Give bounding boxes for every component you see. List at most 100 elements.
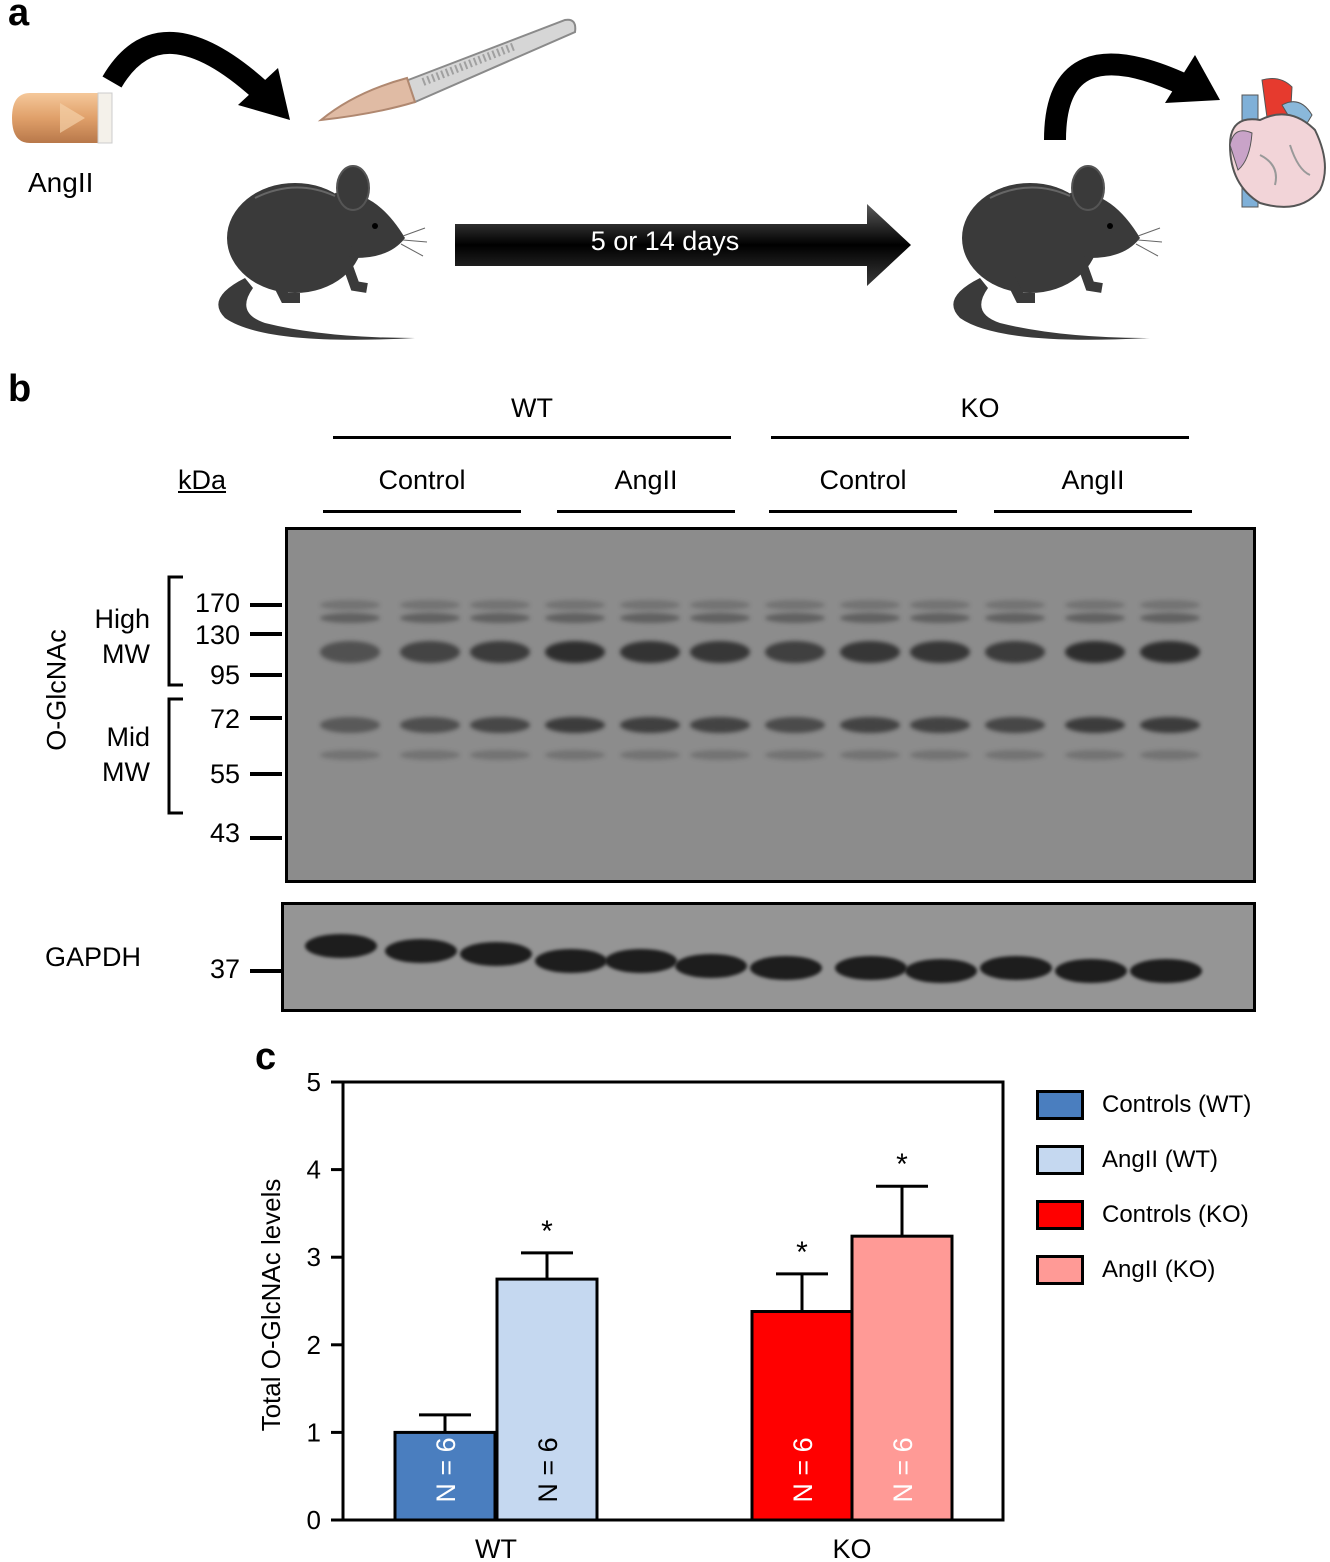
mw-marker-tick	[250, 836, 282, 840]
blot-band	[690, 600, 750, 610]
blot-band	[1065, 600, 1125, 610]
mw-marker-tick	[250, 603, 282, 607]
scalpel-icon	[317, 18, 577, 122]
blot-band	[1140, 600, 1200, 610]
blot-band	[620, 750, 680, 760]
blot-band	[400, 750, 460, 760]
gapdh-band	[605, 949, 677, 973]
significance-star: *	[896, 1148, 908, 1181]
treatment-label: Control	[819, 465, 907, 495]
blot-band	[470, 641, 530, 663]
blot-ylabel: O-GlcNAc	[41, 629, 72, 751]
n-label: N = 6	[788, 1437, 818, 1502]
blot-band	[545, 600, 605, 610]
kda-label: kDa	[178, 465, 227, 495]
gapdh-band	[980, 956, 1052, 980]
legend-label: Controls (WT)	[1102, 1091, 1252, 1118]
blot-band	[470, 717, 530, 733]
mid-mw-label-line2: MW	[102, 757, 150, 787]
genotype-label-ko: KO	[960, 393, 1000, 423]
blot-band	[1065, 750, 1125, 760]
panel-a-label: a	[8, 0, 30, 34]
timeline-arrow-icon	[455, 204, 911, 286]
gapdh-marker-label: 37	[209, 954, 240, 984]
blot-band	[400, 717, 460, 733]
gapdh-band	[460, 942, 532, 966]
pellet-icon	[12, 92, 113, 144]
blot-band	[690, 641, 750, 663]
mw-marker-label: 95	[209, 660, 240, 690]
legend-label: Controls (KO)	[1102, 1201, 1249, 1228]
legend-item: AngII (KO)	[1036, 1255, 1215, 1285]
n-label: N = 6	[431, 1437, 461, 1502]
blot-band	[320, 750, 380, 760]
blot-band	[985, 750, 1045, 760]
y-tick-label: 2	[307, 1330, 321, 1360]
blot-band	[1065, 613, 1125, 623]
y-tick-label: 4	[307, 1155, 321, 1185]
blot-band	[1140, 641, 1200, 663]
mw-marker-label: 130	[194, 620, 240, 650]
panel-c-label: c	[255, 1036, 277, 1078]
high-mw-label-line2: MW	[102, 639, 150, 669]
legend-item: Controls (KO)	[1036, 1200, 1249, 1230]
high-mw-label-line1: High	[94, 604, 150, 634]
blot-band	[470, 613, 530, 623]
gapdh-band	[305, 934, 377, 958]
gapdh-band	[385, 939, 457, 963]
mw-marker-tick	[250, 632, 282, 636]
timeline-arrow-label: 5 or 14 days	[590, 226, 740, 256]
blot-band	[690, 613, 750, 623]
blot-band	[545, 717, 605, 733]
blot-band	[320, 641, 380, 663]
blot-band	[765, 641, 825, 663]
blot-band	[470, 750, 530, 760]
blot-band	[840, 600, 900, 610]
mw-marker-label: 55	[209, 759, 240, 789]
gapdh-band	[905, 959, 977, 983]
panel-b-label: b	[8, 368, 32, 410]
blot-band	[840, 641, 900, 663]
blot-band	[620, 717, 680, 733]
gapdh-band	[750, 956, 822, 980]
significance-star: *	[541, 1215, 553, 1248]
n-label: N = 6	[888, 1437, 918, 1502]
blot-band	[1140, 717, 1200, 733]
blot-band	[1065, 641, 1125, 663]
gapdh-band	[835, 956, 907, 980]
mw-marker-tick	[250, 673, 282, 677]
blot-band	[985, 600, 1045, 610]
blot-band	[985, 717, 1045, 733]
blot-band	[320, 613, 380, 623]
blot-band	[320, 600, 380, 610]
genotype-label-wt: WT	[511, 393, 553, 423]
blot-band	[545, 641, 605, 663]
gapdh-band	[1130, 959, 1202, 983]
blot-band	[470, 600, 530, 610]
legend-item: Controls (WT)	[1036, 1090, 1251, 1120]
bar-chart: Total O-GlcNAc levels 0 1 2 3 4 5 N = 6 * N = 6 *…	[256, 1067, 1005, 1562]
gapdh-label: GAPDH	[45, 942, 142, 972]
treatment-label: AngII	[614, 465, 678, 495]
blot-band	[1140, 613, 1200, 623]
mouse-icon	[953, 165, 1163, 340]
treatment-label: AngII	[1061, 465, 1125, 495]
blot-band	[620, 613, 680, 623]
legend-label: AngII (WT)	[1102, 1146, 1219, 1173]
blot-band	[545, 613, 605, 623]
blot-band	[910, 600, 970, 610]
legend-swatch	[1036, 1255, 1084, 1285]
y-tick-label: 0	[307, 1505, 321, 1535]
treatment-line	[769, 510, 957, 513]
treatment-line	[994, 510, 1192, 513]
blot-band	[1065, 717, 1125, 733]
treatment-line	[323, 510, 521, 513]
blot-band	[765, 600, 825, 610]
treatment-line	[557, 510, 735, 513]
legend-swatch	[1036, 1200, 1084, 1230]
curved-arrow-icon	[1044, 53, 1220, 141]
blot-band	[765, 717, 825, 733]
significance-star: *	[796, 1236, 808, 1269]
gapdh-marker-tick	[250, 969, 282, 973]
blot-band	[985, 641, 1045, 663]
